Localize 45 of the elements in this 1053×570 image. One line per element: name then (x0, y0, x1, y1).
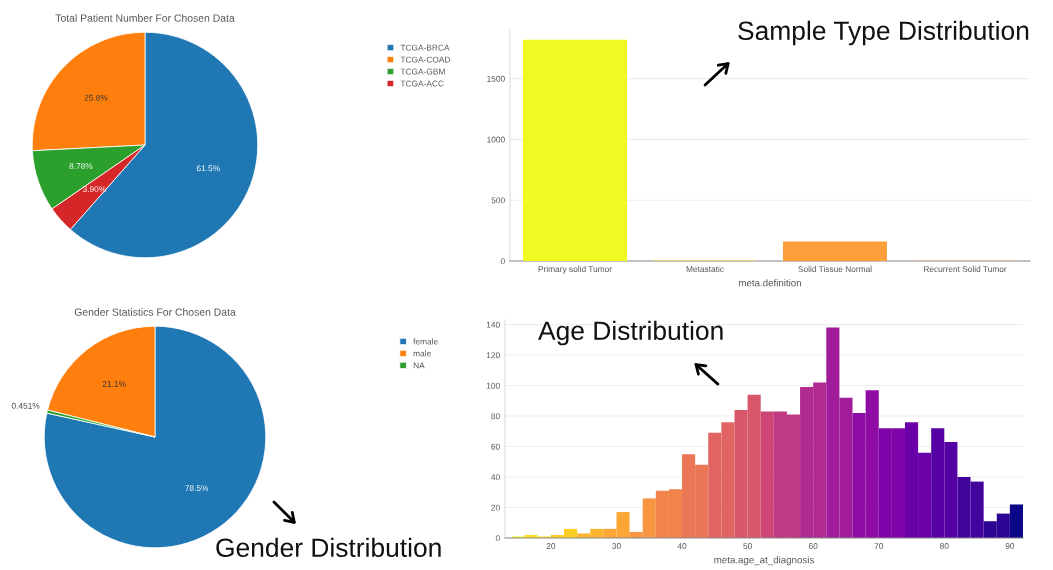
y-tick-label: 0 (500, 258, 505, 265)
data-label: 8.78% (69, 163, 93, 169)
x-tick-label: Recurrent Solid Tumor (924, 265, 1007, 272)
text: Gender Distribution (216, 537, 441, 558)
data-label: 21.1% (102, 380, 126, 387)
chart-title: Gender Statistics For Chosen Data (74, 308, 236, 316)
legend-label: TCGA-BRCA (400, 44, 450, 51)
legend-label: male (413, 350, 431, 357)
data-label: 61.5% (196, 165, 220, 172)
annotation: Sample Type Distribution (738, 20, 1029, 46)
legend-label: female (413, 338, 438, 345)
x-tick-label: Metastatic (686, 265, 724, 272)
chart-title: Total Patient Number For Chosen Data (55, 14, 235, 22)
x-tick-label: Solid Tissue Normal (798, 265, 872, 272)
x-tick-label: 40 (677, 543, 687, 549)
data-label: 25.8% (84, 94, 108, 101)
legend-label: NA (413, 362, 425, 369)
x-tick-label: 50 (743, 543, 752, 549)
y-tick-label: 60 (491, 443, 500, 450)
x-tick-label: Primary solid Tumor (538, 265, 612, 274)
y-tick-label: 20 (491, 504, 500, 511)
data-label: 0.451% (11, 402, 40, 409)
x-tick-label: 30 (612, 543, 621, 549)
y-tick-label: 1500 (487, 75, 505, 82)
x-tick-label: 20 (546, 543, 556, 549)
legend-label: TCGA-ACC (400, 80, 444, 87)
x-axis-title: meta.age_at_diagnosis (714, 556, 814, 566)
data-label: 78.5% (185, 485, 209, 492)
y-tick-label: 100 (486, 382, 500, 389)
y-tick-label: 1000 (487, 136, 505, 143)
x-tick-label: 60 (808, 543, 818, 549)
y-tick-label: 140 (486, 321, 500, 328)
x-tick-label: 70 (874, 543, 884, 549)
y-tick-label: 120 (486, 352, 500, 359)
x-tick-label: 90 (1005, 543, 1015, 549)
y-tick-label: 40 (491, 474, 500, 481)
data-label: 3.90% (82, 186, 106, 193)
x-axis-title: meta.definition (739, 279, 801, 287)
legend-label: TCGA-COAD (400, 56, 451, 63)
y-tick-label: 500 (491, 197, 505, 204)
y-tick-label: 0 (495, 535, 500, 542)
annotation: Age Distribution (538, 320, 723, 346)
y-tick-label: 80 (491, 413, 500, 420)
legend-label: TCGA-GBM (400, 68, 445, 75)
x-tick-label: 80 (940, 543, 949, 549)
